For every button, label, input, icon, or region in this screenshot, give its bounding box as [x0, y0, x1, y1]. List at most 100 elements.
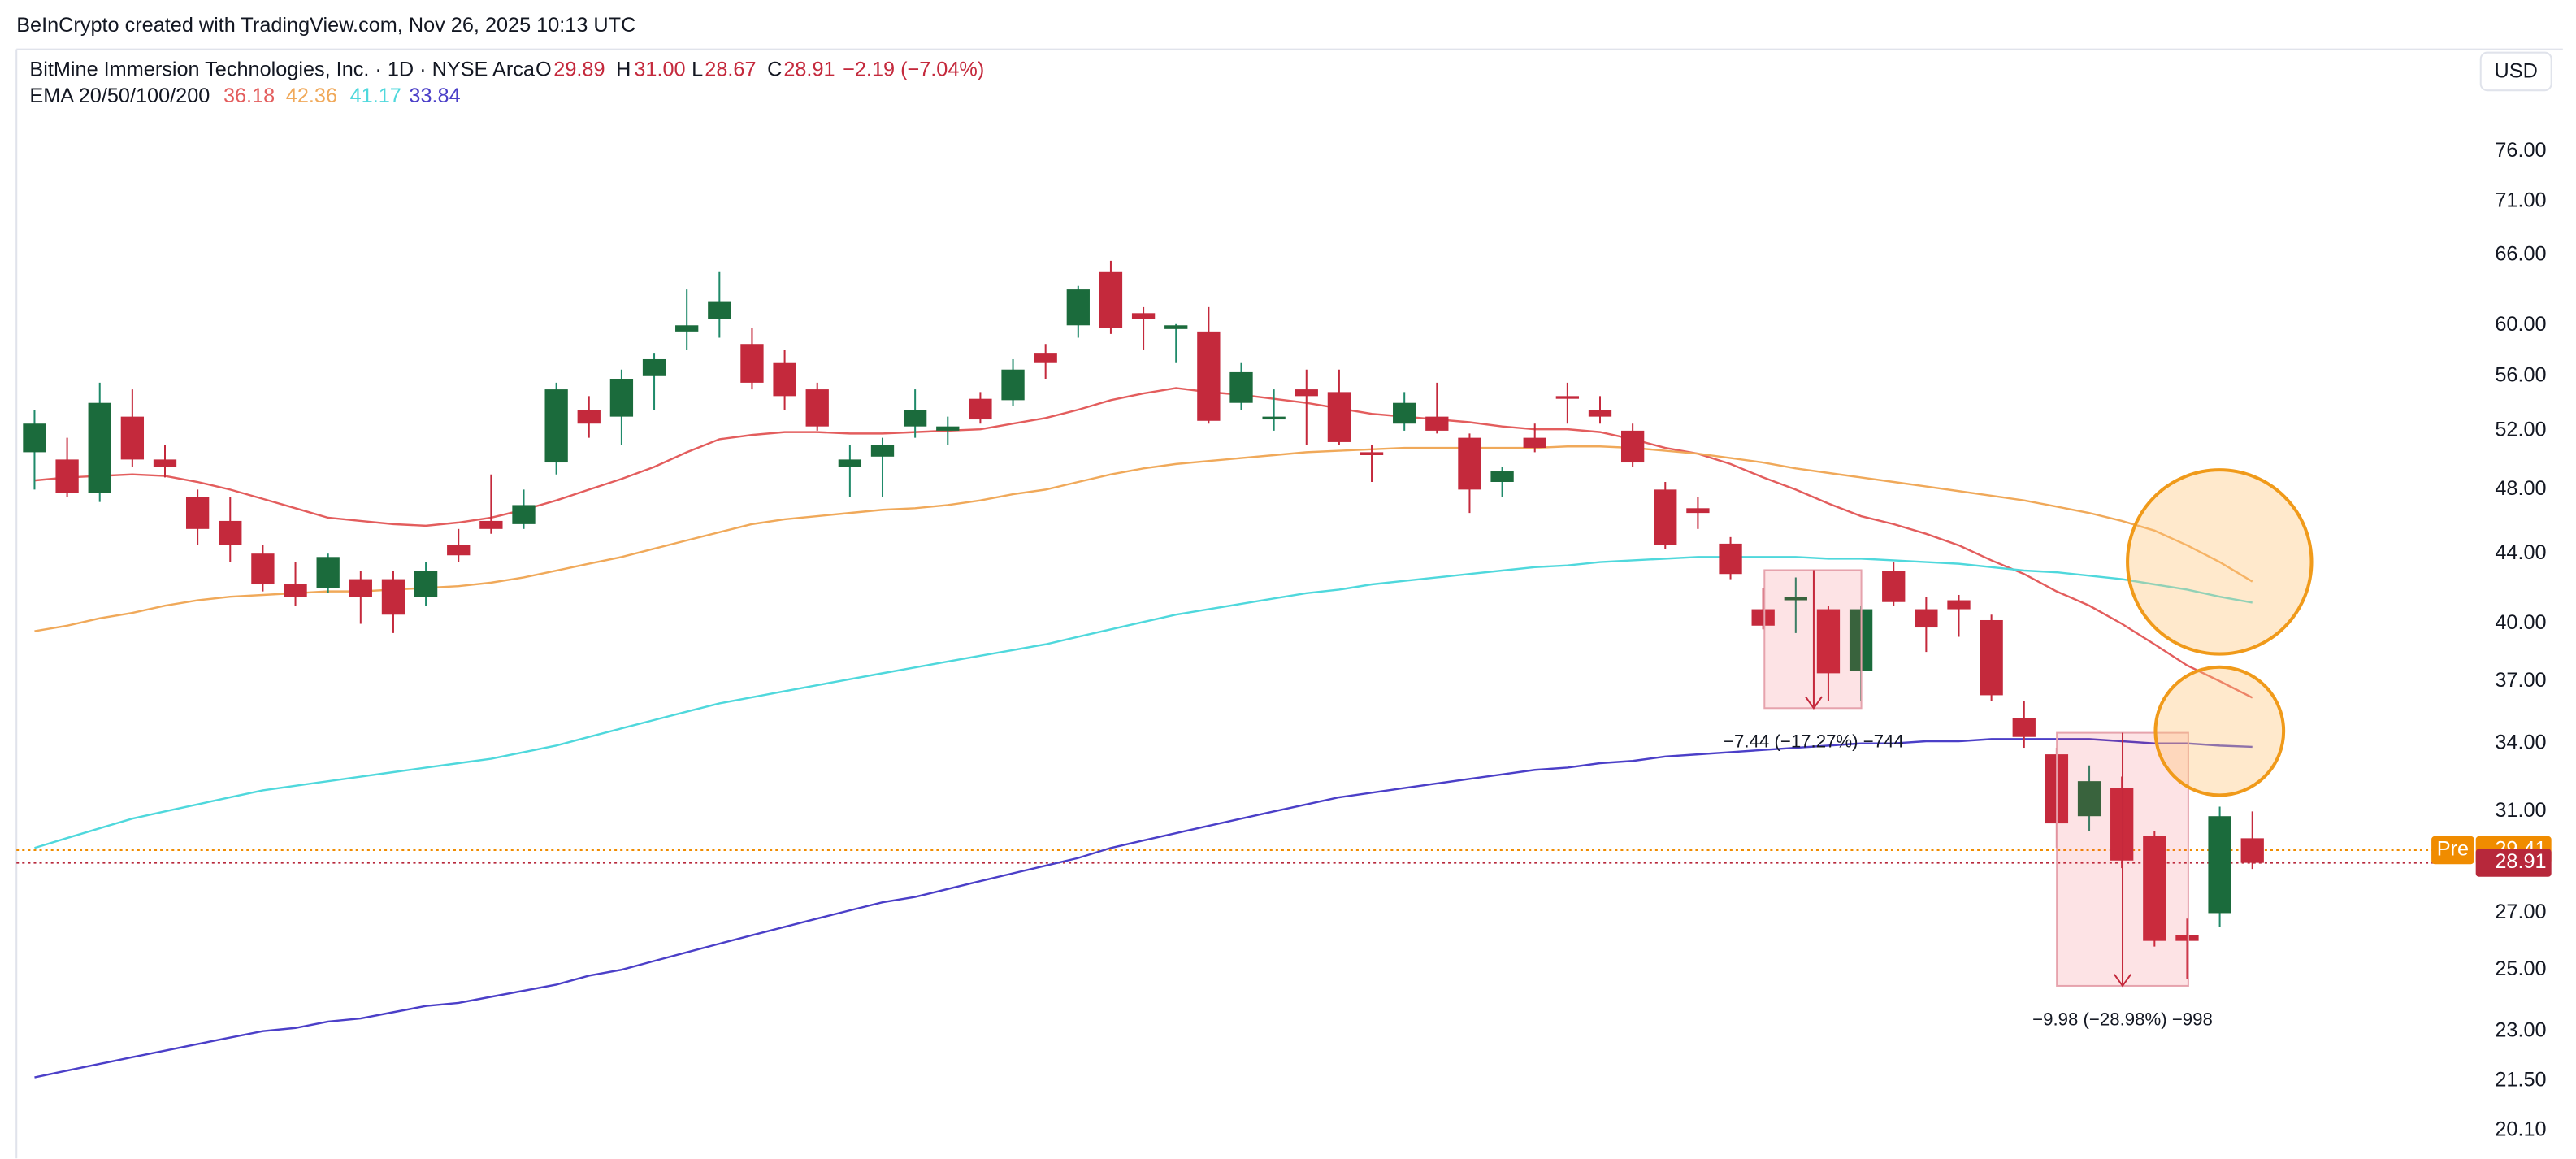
ohlc-label: H [616, 59, 631, 81]
candle-body [1131, 313, 1156, 319]
y-tick-label: 23.00 [2495, 1018, 2546, 1041]
candle-body [1523, 437, 1546, 449]
candle-body [1555, 396, 1580, 399]
candle-body [1164, 325, 1188, 329]
candle-body [740, 344, 764, 383]
y-tick-label: 52.00 [2495, 419, 2546, 441]
candle-body [381, 579, 405, 615]
last-price: 28.91 [2495, 850, 2546, 873]
candle-body [1686, 508, 1710, 514]
y-tick-label: 25.00 [2495, 957, 2546, 980]
indicator-value: 36.18 [223, 85, 275, 107]
candle-body [1197, 331, 1221, 421]
measure-label: −9.98 (−28.98%) −998 [2032, 1009, 2213, 1029]
ohlc-value: 29.89 [553, 59, 605, 81]
pre-market-tag [2431, 836, 2474, 865]
candle-body [805, 389, 829, 427]
candle-body [936, 426, 960, 431]
y-tick-label: 56.00 [2495, 363, 2546, 386]
ohlc-label: O [536, 59, 552, 81]
y-tick-label: 21.50 [2495, 1068, 2546, 1091]
indicator-value: 33.84 [409, 85, 460, 107]
candle-body [577, 410, 601, 424]
candle-body [969, 398, 992, 420]
candle-body [447, 545, 471, 556]
candle-body [1980, 619, 2003, 696]
highlight-circle [2153, 665, 2286, 797]
candle-body [1099, 271, 1123, 328]
candle-body [185, 497, 210, 529]
candle-body [349, 579, 372, 597]
candle-body [1393, 402, 1416, 424]
candle-body [1425, 416, 1449, 431]
candle-body [1620, 430, 1645, 463]
candle-body [2175, 935, 2199, 941]
candle-body [1360, 452, 1384, 455]
candle-body [1295, 389, 1318, 397]
y-tick-label: 34.00 [2495, 731, 2546, 753]
candle-body [642, 358, 666, 376]
candle-body [1882, 571, 1906, 602]
candle-body [251, 553, 275, 585]
candle-body [512, 505, 536, 524]
y-tick-label: 40.00 [2495, 611, 2546, 634]
ohlc-value: 31.00 [634, 59, 685, 81]
candle-body [2240, 838, 2264, 863]
candle-body [2143, 836, 2166, 941]
y-tick-label: 76.00 [2495, 139, 2546, 162]
pre-market-tag-label: Pre [2437, 838, 2469, 861]
candle-body [1327, 392, 1351, 442]
currency-button[interactable] [2479, 51, 2552, 92]
candle-body [773, 362, 796, 397]
candle-body [2208, 816, 2231, 914]
candle-body [1654, 489, 1677, 545]
indicator-value: 41.17 [350, 85, 401, 107]
candle-body [219, 520, 242, 545]
indicator-value: 42.36 [286, 85, 337, 107]
candle-body [1001, 369, 1025, 401]
indicator-label: EMA 20/50/100/200 [29, 85, 210, 107]
candle-body [903, 410, 927, 427]
candle-body [1588, 410, 1612, 417]
candle-body [1066, 289, 1090, 326]
candle-body [838, 459, 862, 467]
candle-body [1816, 609, 1841, 674]
symbol-title: BitMine Immersion Technologies, Inc. · 1… [29, 59, 536, 81]
change-value: −2.19 (−7.04%) [843, 59, 984, 81]
highlight-circle [2126, 468, 2314, 656]
candle-body [708, 301, 731, 319]
ema-line [34, 556, 2253, 849]
candle-body [870, 445, 895, 457]
last-price-box [2475, 849, 2552, 877]
candle-body [479, 520, 503, 529]
candle-body [55, 459, 79, 493]
credit: BeInCrypto created with TradingView.com,… [16, 14, 635, 37]
y-tick-label: 37.00 [2495, 669, 2546, 692]
candle-body [1490, 471, 1514, 482]
candle-body [1784, 597, 1807, 601]
ohlc-label: C [767, 59, 782, 81]
ohlc-value: 28.91 [783, 59, 835, 81]
ema-line [34, 738, 2253, 1079]
y-tick-label: 48.00 [2495, 477, 2546, 500]
candle-body [284, 584, 307, 597]
ema-line [34, 387, 2253, 699]
candle-body [88, 402, 111, 493]
candle-body [2077, 781, 2101, 817]
ohlc-value: 28.67 [705, 59, 756, 81]
candle-body [316, 557, 340, 588]
y-tick-label: 44.00 [2495, 541, 2546, 564]
measure-arrowhead [1805, 696, 1823, 710]
measure-2: −9.98 (−28.98%) −998 [2032, 731, 2213, 1029]
measure-label: −7.44 (−17.27%) −744 [1724, 731, 1904, 752]
candle-body [1947, 600, 1971, 610]
y-tick-label: 31.00 [2495, 799, 2546, 822]
candle-body [153, 459, 177, 467]
ohlc-label: L [692, 59, 703, 81]
candle-body [544, 389, 568, 463]
candle-body [1229, 371, 1253, 403]
candle-body [1915, 609, 1938, 628]
y-tick-label: 60.00 [2495, 313, 2546, 336]
